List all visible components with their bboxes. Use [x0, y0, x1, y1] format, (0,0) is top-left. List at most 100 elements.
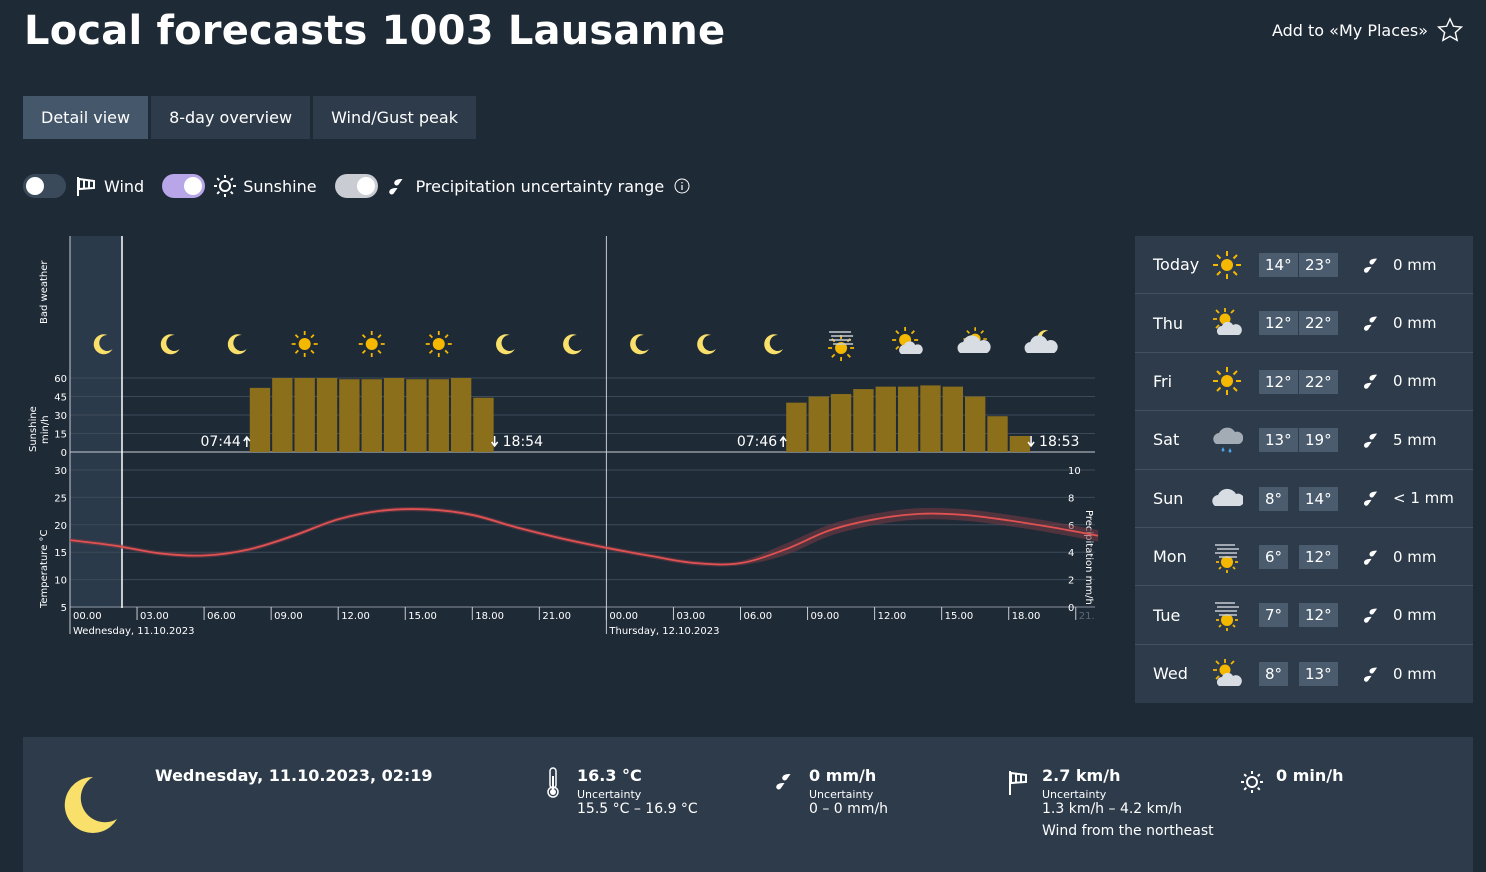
time-tick-label: 12.00	[878, 611, 907, 622]
temperature-tick: 30	[54, 466, 67, 477]
day2-date-label: Thursday, 12.10.2023	[608, 626, 719, 637]
day-max-temp: 22°	[1299, 311, 1338, 336]
day-row[interactable]: Wed 8° 13° 0 mm	[1135, 645, 1473, 703]
day-precipitation: 0 mm	[1393, 547, 1437, 566]
tab-detail-view[interactable]: Detail view	[23, 96, 149, 139]
day-max-temp: 14°	[1299, 486, 1338, 511]
star-icon	[1436, 17, 1464, 42]
day-row[interactable]: Sun 8° 14° < 1 mm	[1135, 470, 1473, 528]
sun-icon	[290, 330, 319, 358]
detail-sun-value: 0 min/h	[1276, 766, 1344, 785]
detail-temp-range: 15.5 °C – 16.9 °C	[577, 801, 698, 817]
time-tick-label: 09.00	[274, 611, 303, 622]
day-row[interactable]: Thu 12° 22° 0 mm	[1135, 294, 1473, 353]
day-row[interactable]: Mon 6° 12° 0 mm	[1135, 528, 1473, 587]
raindrops-icon	[1361, 546, 1383, 568]
day-min-temp: 8°	[1259, 661, 1289, 686]
day-max-temp: 19°	[1299, 428, 1338, 453]
info-icon[interactable]	[674, 178, 690, 194]
detail-wind-direction: Wind from the northeast	[1042, 823, 1214, 839]
wind-switch[interactable]	[23, 174, 66, 198]
raindrops-icon	[776, 774, 791, 790]
sunshine-switch[interactable]	[162, 174, 206, 198]
toggle-precipitation[interactable]: Precipitation uncertainty range	[334, 174, 691, 198]
raindrops-icon	[1361, 604, 1383, 626]
sunshine-bar	[272, 378, 293, 452]
temperature-tick: 20	[54, 521, 67, 532]
sunshine-bar	[942, 386, 963, 452]
sunrise-time-arrow	[243, 435, 251, 447]
day-min-temp: 14°	[1259, 253, 1298, 277]
day-name: Wed	[1153, 664, 1188, 684]
day-row[interactable]: Today 14° 23° 0 mm	[1135, 236, 1473, 295]
cloud-moon-icon	[1025, 330, 1058, 353]
add-to-my-places-button[interactable]: Add to «My Places»	[1272, 16, 1464, 44]
precipitation-toggle-label: Precipitation uncertainty range	[415, 176, 665, 196]
sunshine-axis-label: Sunshine	[28, 406, 39, 452]
day-name: Sun	[1153, 488, 1184, 508]
day-max-temp: 13°	[1299, 661, 1338, 686]
day-row[interactable]: Fri 12° 22° 0 mm	[1135, 353, 1473, 412]
raindrops-icon	[388, 179, 403, 195]
raindrops-icon	[1361, 487, 1383, 509]
time-tick-label: 12.00	[341, 611, 370, 622]
page-title: Local forecasts 1003 Lausanne	[24, 8, 726, 54]
forecast-chart-svg: Bad weather Sunshine min/h Temperature °C Pr…	[28, 236, 1099, 637]
time-tick-label: 06.00	[744, 611, 773, 622]
sunshine-tick: 30	[54, 411, 67, 422]
temperature-tick: 10	[54, 576, 67, 587]
sun-cloud-icon	[1211, 307, 1243, 339]
tab-8-day-overview[interactable]: 8-day overview	[151, 96, 311, 139]
week-overview: Today 14° 23° 0 mm Thu 12° 22° 0 mm Fri 12° 22° 0 m…	[1135, 236, 1473, 704]
sunshine-bar	[875, 386, 896, 452]
precipitation-switch[interactable]	[334, 174, 378, 198]
moon-icon	[227, 334, 247, 355]
sunshine-tick: 60	[54, 374, 67, 385]
time-tick-label: 18.00	[475, 611, 504, 622]
detail-temp-value: 16.3 °C	[577, 766, 642, 785]
sunset-time-arrow	[1027, 436, 1035, 448]
day-name: Fri	[1153, 371, 1173, 391]
precipitation-tick: 0	[1068, 603, 1074, 614]
sunset-time-arrow	[491, 436, 499, 448]
time-tick-label: 18.00	[1012, 611, 1041, 622]
detail-precip-value: 0 mm/h	[809, 766, 877, 785]
day-row[interactable]: Sat 13° 19° 5 mm	[1135, 411, 1473, 470]
sun-icon	[357, 330, 386, 358]
day-precipitation: 0 mm	[1393, 606, 1437, 625]
day-precipitation: 5 mm	[1393, 430, 1437, 449]
sun-outline-icon	[214, 175, 237, 197]
raindrops-icon	[1361, 429, 1383, 451]
day-precipitation: < 1 mm	[1393, 489, 1454, 508]
windsock-icon	[1009, 771, 1027, 795]
day-min-temp: 8°	[1259, 486, 1289, 511]
time-tick-label: 09.00	[811, 611, 840, 622]
day-precipitation: 0 mm	[1393, 314, 1437, 333]
precipitation-tick: 4	[1068, 548, 1074, 559]
sunshine-toggle-label: Sunshine	[243, 176, 317, 196]
temperature-axis-label: Temperature °C	[39, 529, 50, 609]
sunshine-bar	[786, 402, 807, 452]
detail-precip-range: 0 – 0 mm/h	[809, 801, 889, 817]
moon-icon	[64, 776, 117, 833]
day-max-temp: 12°	[1299, 603, 1338, 628]
sunshine-tick: 45	[54, 393, 67, 404]
sunshine-bar	[808, 396, 829, 452]
time-tick-label: 03.00	[676, 611, 705, 622]
day-precipitation: 0 mm	[1393, 664, 1437, 683]
toggle-wind[interactable]: Wind	[23, 174, 144, 198]
day-row[interactable]: Tue 7° 12° 0 mm	[1135, 586, 1473, 645]
tab-wind-gust-peak[interactable]: Wind/Gust peak	[313, 96, 476, 139]
time-tick-label: 03.00	[140, 611, 169, 622]
day-max-temp: 22°	[1299, 369, 1338, 394]
sunshine-bar	[920, 385, 941, 452]
bad-weather-label: Bad weather	[39, 260, 50, 324]
detail-wind-uncertainty-label: Uncertainty	[1042, 788, 1107, 801]
toggle-sunshine[interactable]: Sunshine	[162, 174, 317, 198]
precipitation-tick: 10	[1068, 466, 1081, 477]
time-tick-label: 15.00	[945, 611, 974, 622]
moon-icon	[697, 334, 716, 355]
time-tick-label: 06.00	[207, 611, 236, 622]
chart-toggles: Wind Sunshine Precipitation uncertainty …	[23, 174, 708, 198]
day-precipitation: 0 mm	[1393, 255, 1437, 274]
